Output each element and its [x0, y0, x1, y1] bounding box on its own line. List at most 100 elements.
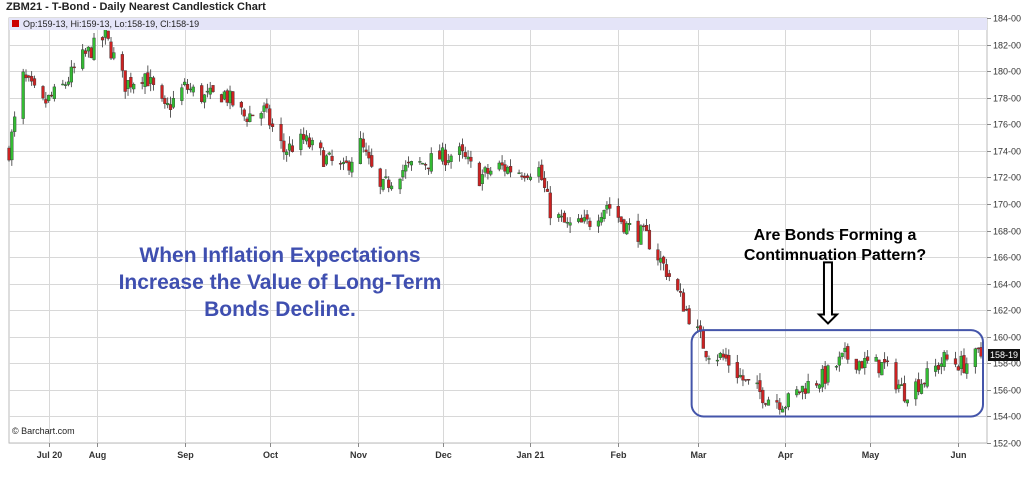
- candle-body: [239, 101, 243, 108]
- candle: [559, 209, 564, 222]
- candle-body: [350, 161, 354, 173]
- candle-body: [7, 147, 11, 161]
- candle: [707, 355, 711, 365]
- candle: [582, 209, 586, 224]
- candle-body: [440, 147, 445, 162]
- candle: [727, 349, 731, 373]
- candle-body: [914, 381, 918, 400]
- candle-body: [222, 91, 226, 100]
- candle-body: [548, 192, 552, 219]
- candle-body: [69, 66, 73, 83]
- candle: [645, 218, 649, 232]
- candle-body: [741, 375, 745, 381]
- candle-body: [469, 156, 473, 162]
- candle: [894, 358, 898, 394]
- candle-body: [44, 99, 48, 104]
- candle: [231, 91, 235, 108]
- candle-body: [290, 145, 294, 152]
- candle: [840, 352, 844, 360]
- y-tick-label: 152-00: [993, 439, 1021, 449]
- candle-body: [540, 164, 544, 181]
- candle-body: [299, 133, 303, 150]
- candle-body: [795, 389, 799, 396]
- candle: [599, 212, 603, 226]
- candle: [64, 81, 68, 89]
- candle: [815, 380, 819, 388]
- candle: [857, 360, 861, 375]
- candle-body: [285, 151, 289, 155]
- candle-body: [854, 358, 858, 370]
- candle-body: [687, 308, 691, 325]
- candle-body: [123, 70, 127, 92]
- candle: [259, 111, 263, 126]
- candle: [185, 78, 190, 94]
- candle-body: [406, 161, 411, 164]
- candle-body: [480, 174, 484, 185]
- candle: [81, 44, 85, 71]
- candle-body: [310, 139, 314, 146]
- candle: [698, 320, 703, 339]
- candle-body: [880, 362, 884, 376]
- annotation-inflation: When Inflation Expectations Increase the…: [118, 244, 442, 321]
- candle: [747, 378, 751, 385]
- candle-body: [857, 361, 861, 371]
- candle: [41, 85, 45, 101]
- candle: [429, 147, 433, 174]
- candle: [542, 171, 547, 193]
- candle-body: [163, 97, 167, 104]
- candle-body: [900, 384, 904, 386]
- y-tick-label: 164-00: [993, 280, 1021, 290]
- candle-body: [171, 98, 175, 108]
- candle: [647, 224, 652, 250]
- candle: [934, 358, 938, 377]
- candle: [860, 360, 864, 369]
- candle: [463, 146, 467, 160]
- y-tick-label: 172-00: [993, 173, 1021, 183]
- candle: [959, 350, 963, 376]
- candle: [140, 76, 144, 90]
- pattern-highlight-box: [690, 329, 985, 418]
- candle-body: [449, 155, 453, 162]
- candle: [662, 255, 666, 271]
- candle-body: [528, 176, 533, 180]
- candle: [854, 358, 858, 374]
- candle-body: [398, 178, 402, 190]
- candle-body: [364, 149, 368, 152]
- candle-body: [523, 175, 527, 179]
- candle: [270, 118, 275, 132]
- candle: [925, 361, 929, 389]
- candle-body: [367, 152, 371, 159]
- candle-body: [421, 163, 425, 165]
- candle-body: [426, 167, 431, 170]
- candle-body: [103, 29, 107, 38]
- candle-body: [696, 326, 700, 328]
- candle: [282, 133, 286, 160]
- candle-body: [378, 168, 382, 187]
- candle: [123, 70, 127, 99]
- candle: [766, 396, 771, 406]
- candle: [622, 218, 626, 234]
- candle-body: [347, 161, 351, 171]
- candle: [681, 288, 686, 312]
- candle: [143, 72, 147, 95]
- candle-body: [248, 113, 252, 122]
- candle: [466, 150, 470, 165]
- candle: [287, 136, 292, 157]
- candle-body: [616, 206, 620, 218]
- candle-body: [49, 94, 54, 97]
- candle-body: [81, 49, 85, 69]
- candle-body: [245, 118, 249, 122]
- candle-body: [330, 155, 334, 161]
- candle: [381, 178, 385, 192]
- x-tick-label: Mar: [690, 450, 707, 460]
- candle-body: [463, 152, 467, 157]
- candle-body: [251, 114, 255, 117]
- candle-body: [279, 124, 283, 142]
- candle: [338, 160, 343, 170]
- candle-body: [231, 91, 235, 106]
- candle: [775, 394, 779, 409]
- candle-body: [370, 155, 374, 167]
- candle-body: [559, 215, 564, 218]
- candle-body: [183, 81, 187, 86]
